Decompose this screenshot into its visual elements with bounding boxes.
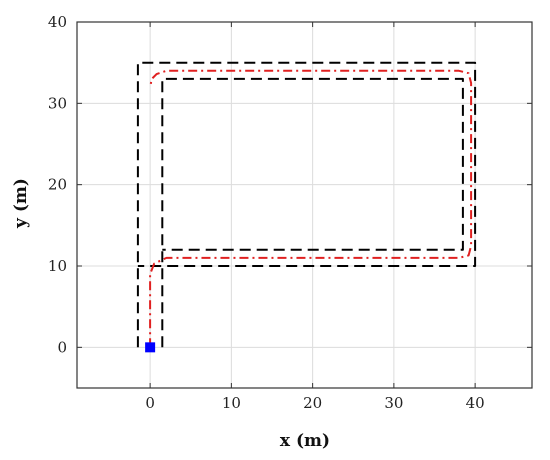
plot-series <box>136 61 477 353</box>
x-axis-label: x (m) <box>280 431 330 451</box>
grid <box>77 21 532 388</box>
x-tick-label: 0 <box>145 394 155 412</box>
path-line <box>149 69 473 348</box>
x-tick-label: 30 <box>384 394 403 412</box>
y-tick-label: 40 <box>48 13 67 31</box>
y-axis-label: y (m) <box>11 178 31 229</box>
axes-frame <box>76 21 533 389</box>
tick-labels: 0 10 20 30 40 0 10 20 30 40 <box>48 13 485 412</box>
start-point-marker <box>145 342 156 353</box>
y-tick-label: 0 <box>57 338 67 356</box>
x-tick-label: 10 <box>222 394 241 412</box>
x-tick-label: 40 <box>466 394 485 412</box>
y-tick-label: 10 <box>48 257 67 275</box>
x-tick-label: 20 <box>303 394 322 412</box>
y-tick-label: 20 <box>48 176 67 194</box>
outer-boundary-line <box>136 61 477 348</box>
inner-boundary-line <box>161 77 464 348</box>
y-tick-label: 30 <box>48 94 67 112</box>
plot-frame <box>76 21 533 389</box>
